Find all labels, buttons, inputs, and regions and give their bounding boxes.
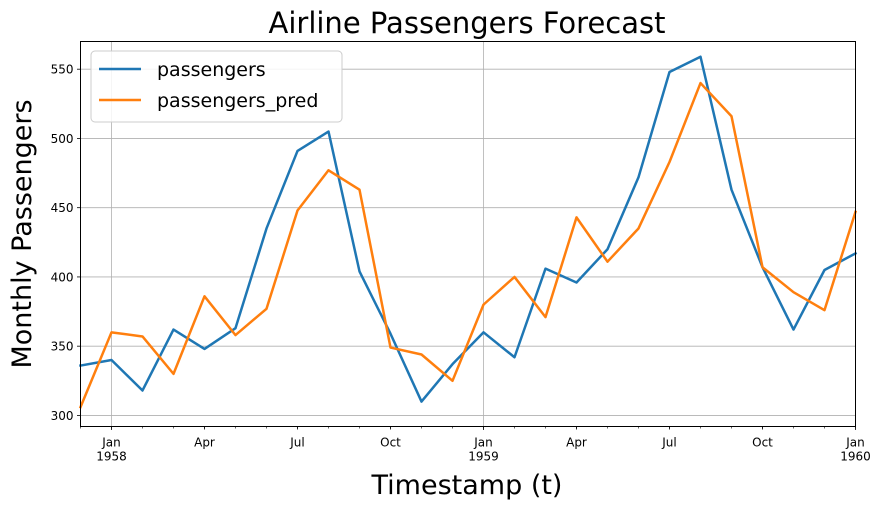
y-tick-label: 300: [51, 409, 74, 423]
y-tick-label: 500: [51, 132, 74, 146]
x-tick-label: Jan: [101, 436, 121, 450]
y-tick-label: 350: [51, 340, 74, 354]
y-tick-label: 550: [51, 63, 74, 77]
chart-title: Airline Passengers Forecast: [269, 6, 666, 40]
x-tick-label: 1959: [468, 450, 499, 464]
x-tick-label: Jan: [845, 436, 865, 450]
x-tick-label: 1960: [840, 450, 871, 464]
series-line-passengers-pred: [78, 81, 858, 409]
x-tick-label: 1958: [96, 450, 127, 464]
plot-frame: [80, 41, 856, 427]
x-tick-label: Oct: [380, 436, 401, 450]
x-tick-label: Apr: [194, 436, 215, 450]
axis-ticks: 300350400450500550Jan1958Jan1959Jan1960A…: [51, 63, 871, 464]
y-tick-label: 400: [51, 270, 74, 284]
x-tick-label: Apr: [566, 436, 587, 450]
x-tick-label: Jul: [661, 436, 676, 450]
x-tick-label: Oct: [752, 436, 773, 450]
legend-label: passengers_pred: [157, 90, 318, 112]
x-axis-label: Timestamp (t): [371, 470, 563, 501]
legend: passengers passengers_pred: [90, 50, 343, 123]
y-axis-label: Monthly Passengers: [7, 99, 38, 368]
legend-label: passengers: [157, 59, 266, 81]
y-tick-label: 450: [51, 201, 74, 215]
series-line-passengers: [79, 55, 858, 403]
legend-box: [90, 50, 343, 123]
x-tick-label: Jan: [473, 436, 493, 450]
series-lines: [78, 55, 858, 409]
x-tick-label: Jul: [289, 436, 304, 450]
